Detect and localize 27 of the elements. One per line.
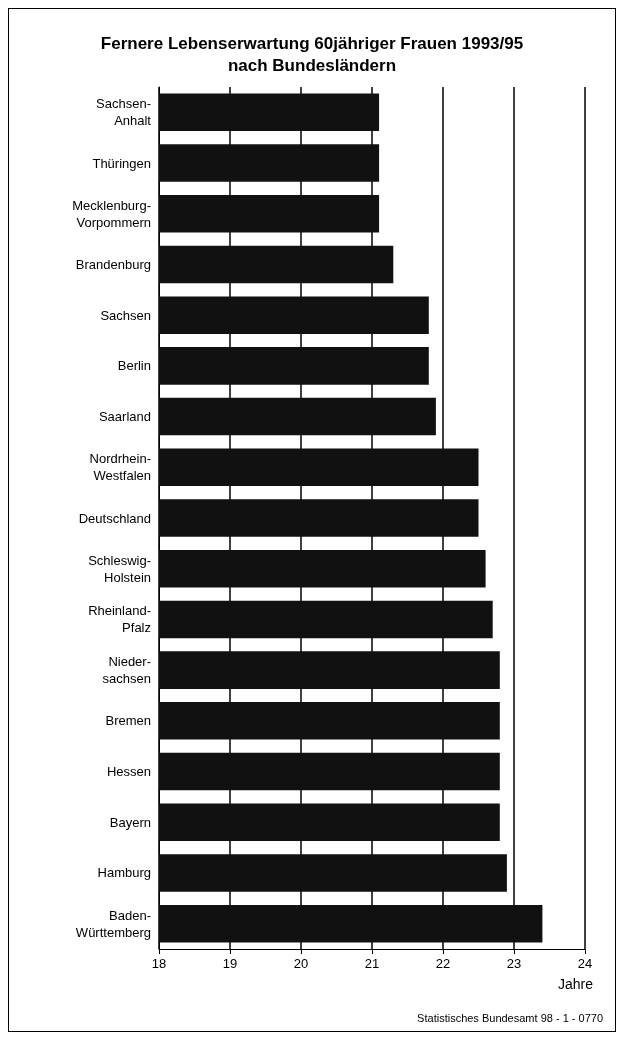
y-tick-label: Nordrhein- Westfalen [89,451,151,484]
y-tick-label: Nieder- sachsen [102,654,151,687]
y-tick-label: Bayern [109,814,151,830]
y-tick-label: Sachsen [100,307,151,323]
y-tick-label: Rheinland- Pfalz [88,603,151,636]
chart-title: Fernere Lebenserwartung 60jähriger Frauen 1993/95 nach Bundesländern [100,33,524,75]
y-tick-label: Hessen [106,764,151,780]
x-tick-label: 24 [577,956,593,971]
y-tick-label: Bremen [105,713,151,729]
y-tick-label: Schleswig- Holstein [88,552,151,585]
y-tick-label: Berlin [117,358,151,374]
y-tick-label: Sachsen- Anhalt [96,96,152,129]
y-tick-label: Mecklenburg- Vorpommern [72,197,151,230]
x-tick-label: 20 [293,956,309,971]
y-tick-label: Hamburg [97,865,151,881]
y-tick-label: Saarland [98,409,151,425]
x-tick-label: 23 [506,956,522,971]
x-tick-label: 19 [222,956,238,971]
y-tick-label: Brandenburg [75,256,151,272]
x-axis-title: Jahre [557,976,594,992]
x-tick-label: 21 [364,956,380,971]
y-tick-label: Deutschland [78,510,151,526]
y-tick-label: Baden- Württemberg [75,907,151,940]
text: Statistisches Bundesamt 98 - 1 - 0770 [417,1011,604,1024]
y-tick-label: Thüringen [92,155,151,171]
x-tick-label: 22 [435,956,451,971]
x-tick-label: 18 [151,956,167,971]
